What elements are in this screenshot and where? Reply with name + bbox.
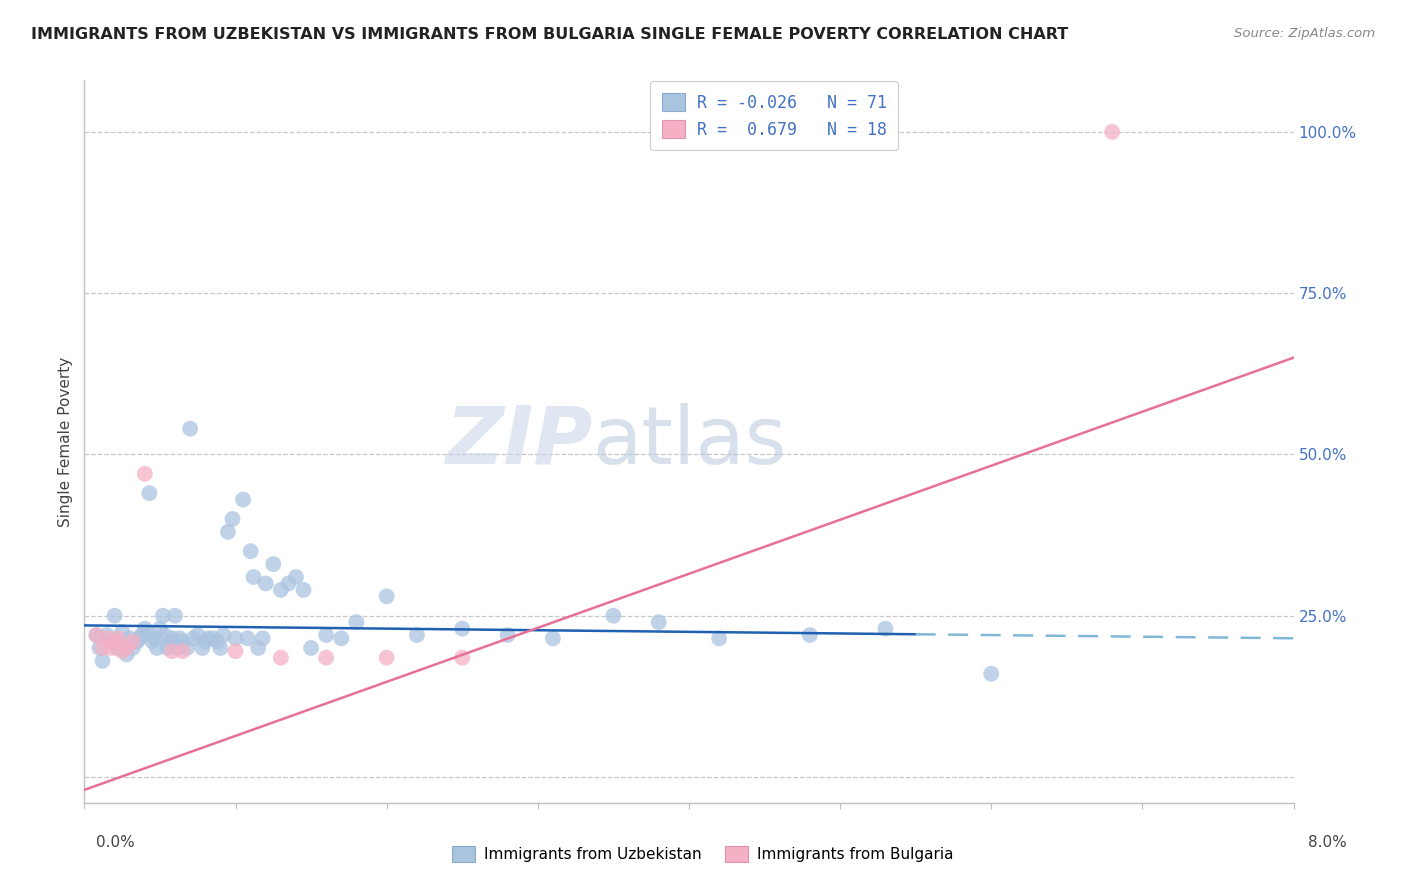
Point bbox=[709, 632, 731, 646]
Point bbox=[121, 640, 143, 655]
Point bbox=[159, 634, 181, 648]
Point bbox=[225, 644, 247, 658]
Point bbox=[100, 640, 122, 655]
Point bbox=[156, 640, 179, 655]
Point bbox=[221, 512, 243, 526]
Point bbox=[277, 576, 299, 591]
Point bbox=[980, 666, 1002, 681]
Point bbox=[197, 632, 219, 646]
Point bbox=[91, 640, 114, 655]
Point bbox=[153, 628, 176, 642]
Point bbox=[128, 632, 150, 646]
Point bbox=[191, 640, 214, 655]
Point bbox=[212, 628, 235, 642]
Point bbox=[111, 644, 134, 658]
Y-axis label: Single Female Poverty: Single Female Poverty bbox=[58, 357, 73, 526]
Point bbox=[217, 524, 239, 539]
Point bbox=[541, 632, 564, 646]
Point bbox=[146, 640, 169, 655]
Point bbox=[225, 632, 247, 646]
Point bbox=[375, 590, 398, 604]
Point bbox=[160, 644, 183, 658]
Point bbox=[145, 632, 167, 646]
Point bbox=[496, 628, 519, 642]
Legend: Immigrants from Uzbekistan, Immigrants from Bulgaria: Immigrants from Uzbekistan, Immigrants f… bbox=[446, 840, 960, 868]
Point bbox=[285, 570, 308, 584]
Point bbox=[201, 632, 224, 646]
Point bbox=[121, 634, 143, 648]
Point bbox=[181, 632, 204, 646]
Point bbox=[602, 608, 624, 623]
Point bbox=[127, 634, 149, 648]
Point bbox=[104, 634, 127, 648]
Text: ZIP: ZIP bbox=[444, 402, 592, 481]
Point bbox=[270, 650, 292, 665]
Point bbox=[875, 622, 897, 636]
Point bbox=[136, 628, 159, 642]
Legend: R = -0.026   N = 71, R =  0.679   N = 18: R = -0.026 N = 71, R = 0.679 N = 18 bbox=[650, 81, 898, 151]
Point bbox=[104, 608, 127, 623]
Point bbox=[194, 634, 217, 648]
Point bbox=[247, 640, 270, 655]
Point bbox=[141, 634, 163, 648]
Point bbox=[292, 582, 315, 597]
Point bbox=[149, 622, 172, 636]
Point bbox=[242, 570, 264, 584]
Point bbox=[176, 640, 198, 655]
Point bbox=[134, 467, 156, 481]
Point bbox=[86, 628, 108, 642]
Point bbox=[232, 492, 254, 507]
Point bbox=[118, 632, 141, 646]
Point bbox=[451, 622, 474, 636]
Point bbox=[207, 634, 229, 648]
Point bbox=[100, 634, 122, 648]
Point bbox=[107, 632, 129, 646]
Point bbox=[91, 654, 114, 668]
Point bbox=[160, 632, 183, 646]
Point bbox=[165, 608, 187, 623]
Point bbox=[115, 648, 138, 662]
Point bbox=[179, 422, 201, 436]
Point bbox=[172, 634, 194, 648]
Point bbox=[252, 632, 274, 646]
Point bbox=[111, 624, 134, 639]
Point bbox=[131, 628, 153, 642]
Point bbox=[406, 628, 429, 642]
Point bbox=[315, 650, 337, 665]
Point bbox=[115, 640, 138, 655]
Text: 8.0%: 8.0% bbox=[1308, 836, 1347, 850]
Point bbox=[330, 632, 353, 646]
Point bbox=[375, 650, 398, 665]
Point bbox=[270, 582, 292, 597]
Point bbox=[172, 644, 194, 658]
Point bbox=[315, 628, 337, 642]
Text: atlas: atlas bbox=[592, 402, 786, 481]
Point bbox=[86, 628, 108, 642]
Point bbox=[236, 632, 259, 646]
Point bbox=[187, 628, 209, 642]
Text: 0.0%: 0.0% bbox=[96, 836, 135, 850]
Point bbox=[1101, 125, 1123, 139]
Point bbox=[138, 486, 160, 500]
Point bbox=[799, 628, 821, 642]
Point bbox=[96, 632, 118, 646]
Text: Source: ZipAtlas.com: Source: ZipAtlas.com bbox=[1234, 27, 1375, 40]
Point bbox=[299, 640, 322, 655]
Point bbox=[648, 615, 671, 630]
Point bbox=[262, 557, 284, 571]
Point bbox=[346, 615, 368, 630]
Text: IMMIGRANTS FROM UZBEKISTAN VS IMMIGRANTS FROM BULGARIA SINGLE FEMALE POVERTY COR: IMMIGRANTS FROM UZBEKISTAN VS IMMIGRANTS… bbox=[31, 27, 1069, 42]
Point bbox=[89, 640, 111, 655]
Point bbox=[96, 628, 118, 642]
Point bbox=[239, 544, 262, 558]
Point bbox=[167, 640, 190, 655]
Point bbox=[152, 608, 174, 623]
Point bbox=[169, 632, 191, 646]
Point bbox=[107, 640, 129, 655]
Point bbox=[209, 640, 232, 655]
Point bbox=[254, 576, 277, 591]
Point bbox=[451, 650, 474, 665]
Point bbox=[134, 622, 156, 636]
